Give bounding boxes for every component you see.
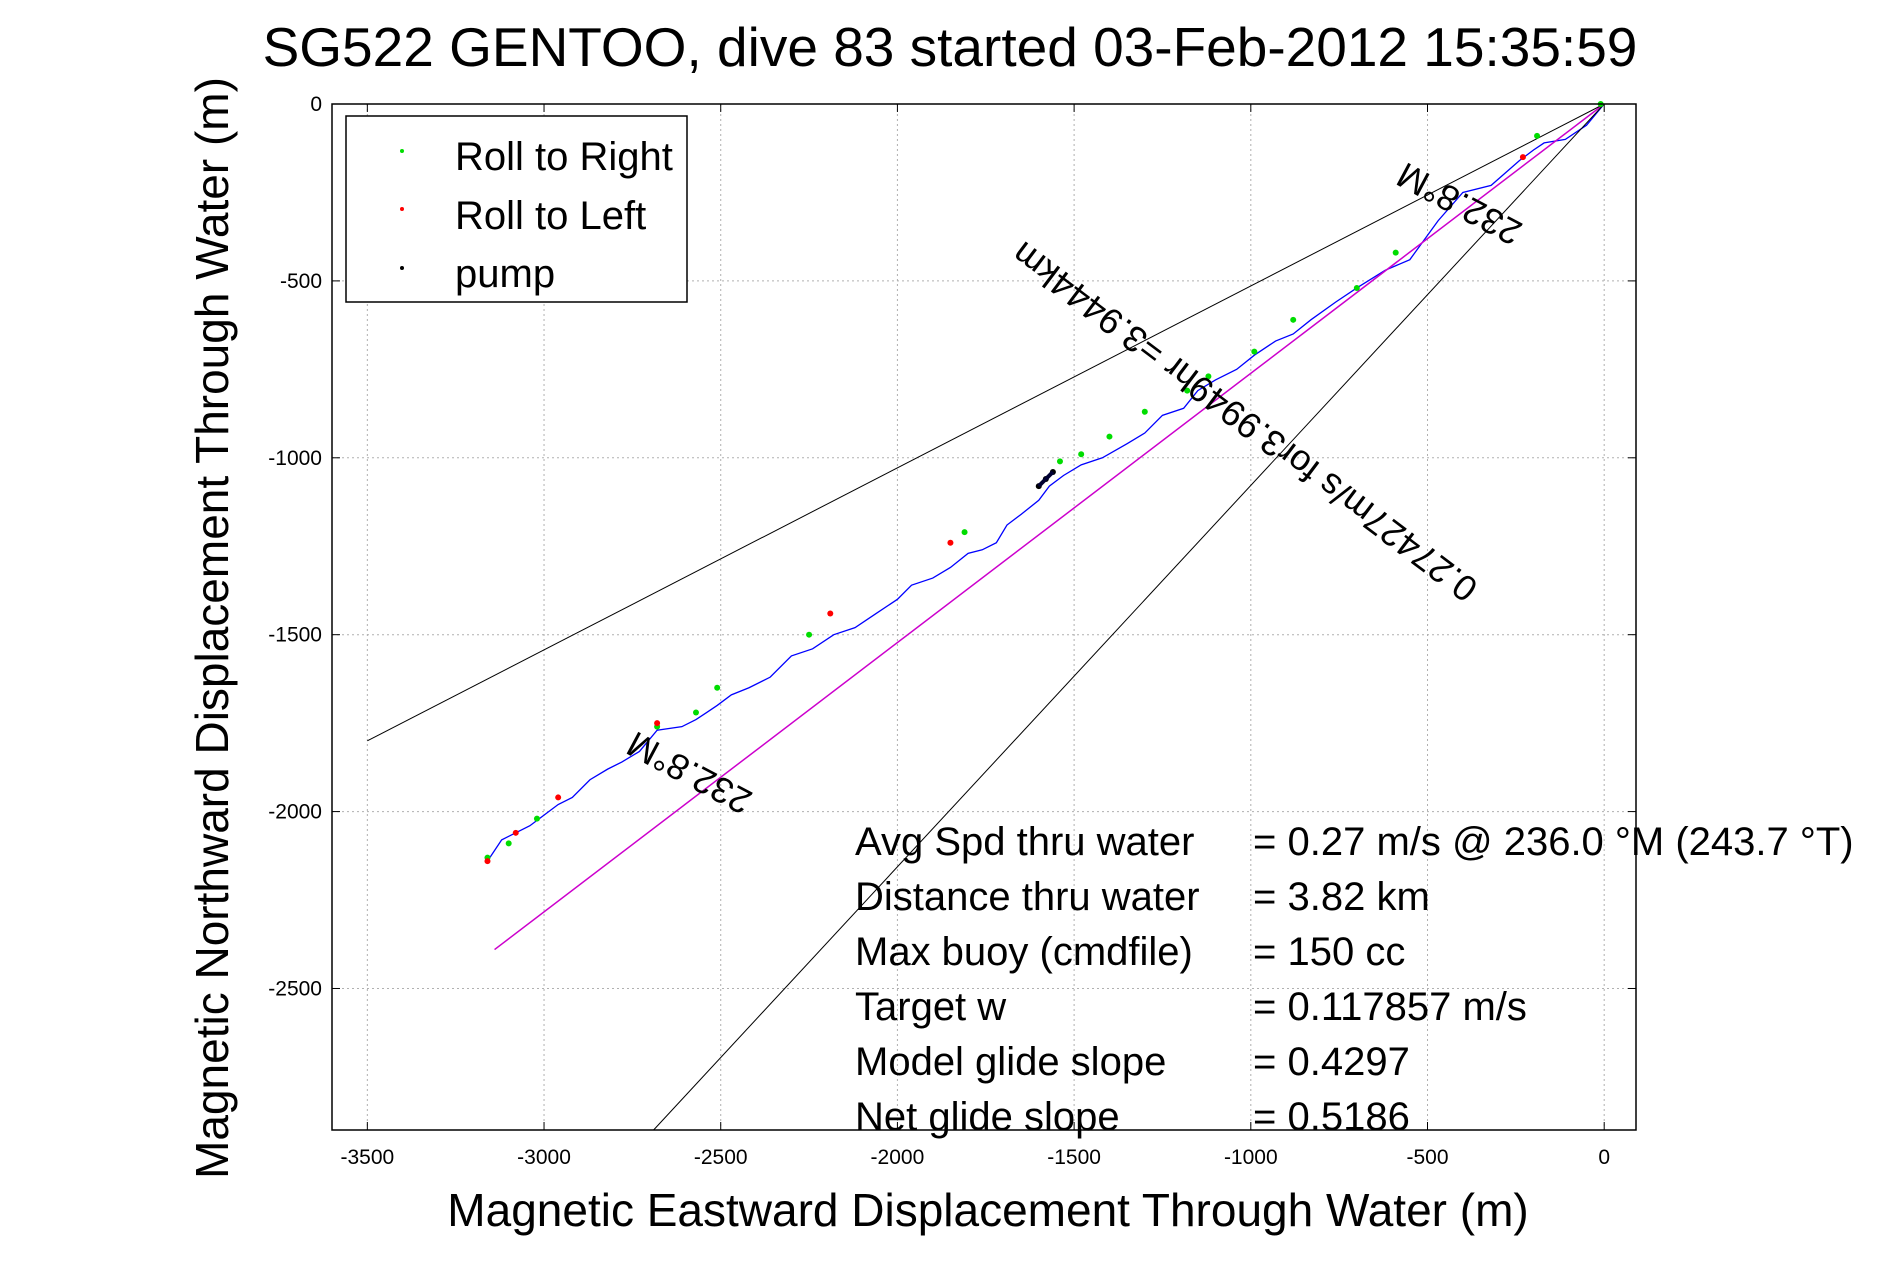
marker-roll-to-right xyxy=(1392,249,1399,256)
bound-line xyxy=(653,103,1605,1131)
legend-label-roll-left: Roll to Left xyxy=(455,194,646,238)
x-tick-label: -1500 xyxy=(1047,1146,1101,1169)
y-tick-label: -1500 xyxy=(268,624,322,647)
x-tick-label: -1000 xyxy=(1224,1146,1278,1169)
x-tick-label: -3000 xyxy=(517,1146,571,1169)
legend: Roll to Right Roll to Left pump xyxy=(345,115,688,303)
stat-value-avg-speed: = 0.27 m/s @ 236.0 °M (243.7 °T) xyxy=(1253,820,1854,864)
stat-value-model-glide: = 0.4297 xyxy=(1253,1040,1410,1084)
legend-label-pump: pump xyxy=(455,252,555,296)
marker-roll-to-right xyxy=(961,529,968,536)
stat-value-net-glide: = 0.5186 xyxy=(1253,1095,1410,1139)
chart-title: SG522 GENTOO, dive 83 started 03-Feb-201… xyxy=(263,16,1638,78)
marker-roll-to-left xyxy=(1519,154,1526,161)
legend-label-roll-right: Roll to Right xyxy=(455,135,673,179)
stat-value-target-w: = 0.117857 m/s xyxy=(1253,985,1527,1029)
legend-marker-roll-left xyxy=(400,207,404,211)
marker-roll-to-left xyxy=(827,610,834,617)
stat-label-target-w: Target w xyxy=(855,985,1006,1029)
y-tick-label: -2500 xyxy=(268,977,322,1000)
y-ticks: 0 -500 -1000 -1500 -2000 -2500 xyxy=(268,93,1636,1000)
stats-block: Avg Spd thru water = 0.27 m/s @ 236.0 °M… xyxy=(855,820,1854,1139)
marker-roll-to-left xyxy=(512,829,519,836)
legend-marker-roll-right xyxy=(400,149,404,153)
x-axis-label: Magnetic Eastward Displacement Through W… xyxy=(447,1184,1528,1236)
marker-roll-to-right xyxy=(1534,132,1541,139)
marker-roll-to-right xyxy=(1205,373,1212,380)
marker-roll-to-right xyxy=(1184,387,1191,394)
legend-marker-pump xyxy=(400,266,404,270)
marker-roll-to-left xyxy=(947,539,954,546)
track-line xyxy=(486,103,1605,862)
marker-roll-to-right xyxy=(533,815,540,822)
marker-roll-to-left xyxy=(654,720,661,727)
marker-roll-to-right xyxy=(806,631,813,638)
x-ticks: -3500 -3000 -2500 -2000 -1500 -1000 -500 0 xyxy=(340,104,1610,1169)
x-tick-label: -2500 xyxy=(694,1146,748,1169)
x-tick-label: -3500 xyxy=(340,1146,394,1169)
stat-label-avg-speed: Avg Spd thru water xyxy=(855,820,1194,864)
data-layer xyxy=(367,101,1605,1131)
bound-line xyxy=(367,103,1605,742)
plot-frame xyxy=(331,103,1637,1131)
y-tick-label: 0 xyxy=(310,93,322,116)
stat-value-distance: = 3.82 km xyxy=(1253,875,1430,919)
marker-roll-to-right xyxy=(1106,433,1113,440)
y-tick-label: -500 xyxy=(280,270,322,293)
stat-value-max-buoy: = 150 cc xyxy=(1253,930,1405,974)
marker-roll-to-right xyxy=(1290,316,1297,323)
y-axis-label: Magnetic Northward Displacement Through … xyxy=(186,77,238,1179)
marker-roll-to-right xyxy=(1353,284,1360,291)
x-tick-label: 0 xyxy=(1598,1146,1610,1169)
marker-roll-to-right xyxy=(1078,451,1085,458)
y-tick-label: -2000 xyxy=(268,801,322,824)
stat-label-max-buoy: Max buoy (cmdfile) xyxy=(855,930,1193,974)
marker-roll-to-right xyxy=(692,709,699,716)
stat-label-net-glide: Net glide slope xyxy=(855,1095,1120,1139)
pump-segment xyxy=(1037,470,1055,488)
marker-roll-to-right xyxy=(505,840,512,847)
marker-roll-to-left xyxy=(484,858,491,865)
marker-roll-to-right xyxy=(1056,458,1063,465)
x-tick-label: -2000 xyxy=(871,1146,925,1169)
heading-line-line xyxy=(494,103,1605,951)
y-tick-label: -1000 xyxy=(268,447,322,470)
x-tick-label: -500 xyxy=(1406,1146,1448,1169)
marker-roll-to-right xyxy=(1251,348,1258,355)
stat-label-model-glide: Model glide slope xyxy=(855,1040,1166,1084)
marker-roll-to-left xyxy=(555,794,562,801)
stat-label-distance: Distance thru water xyxy=(855,875,1200,919)
marker-roll-to-right xyxy=(1141,408,1148,415)
marker-roll-to-right xyxy=(714,684,721,691)
